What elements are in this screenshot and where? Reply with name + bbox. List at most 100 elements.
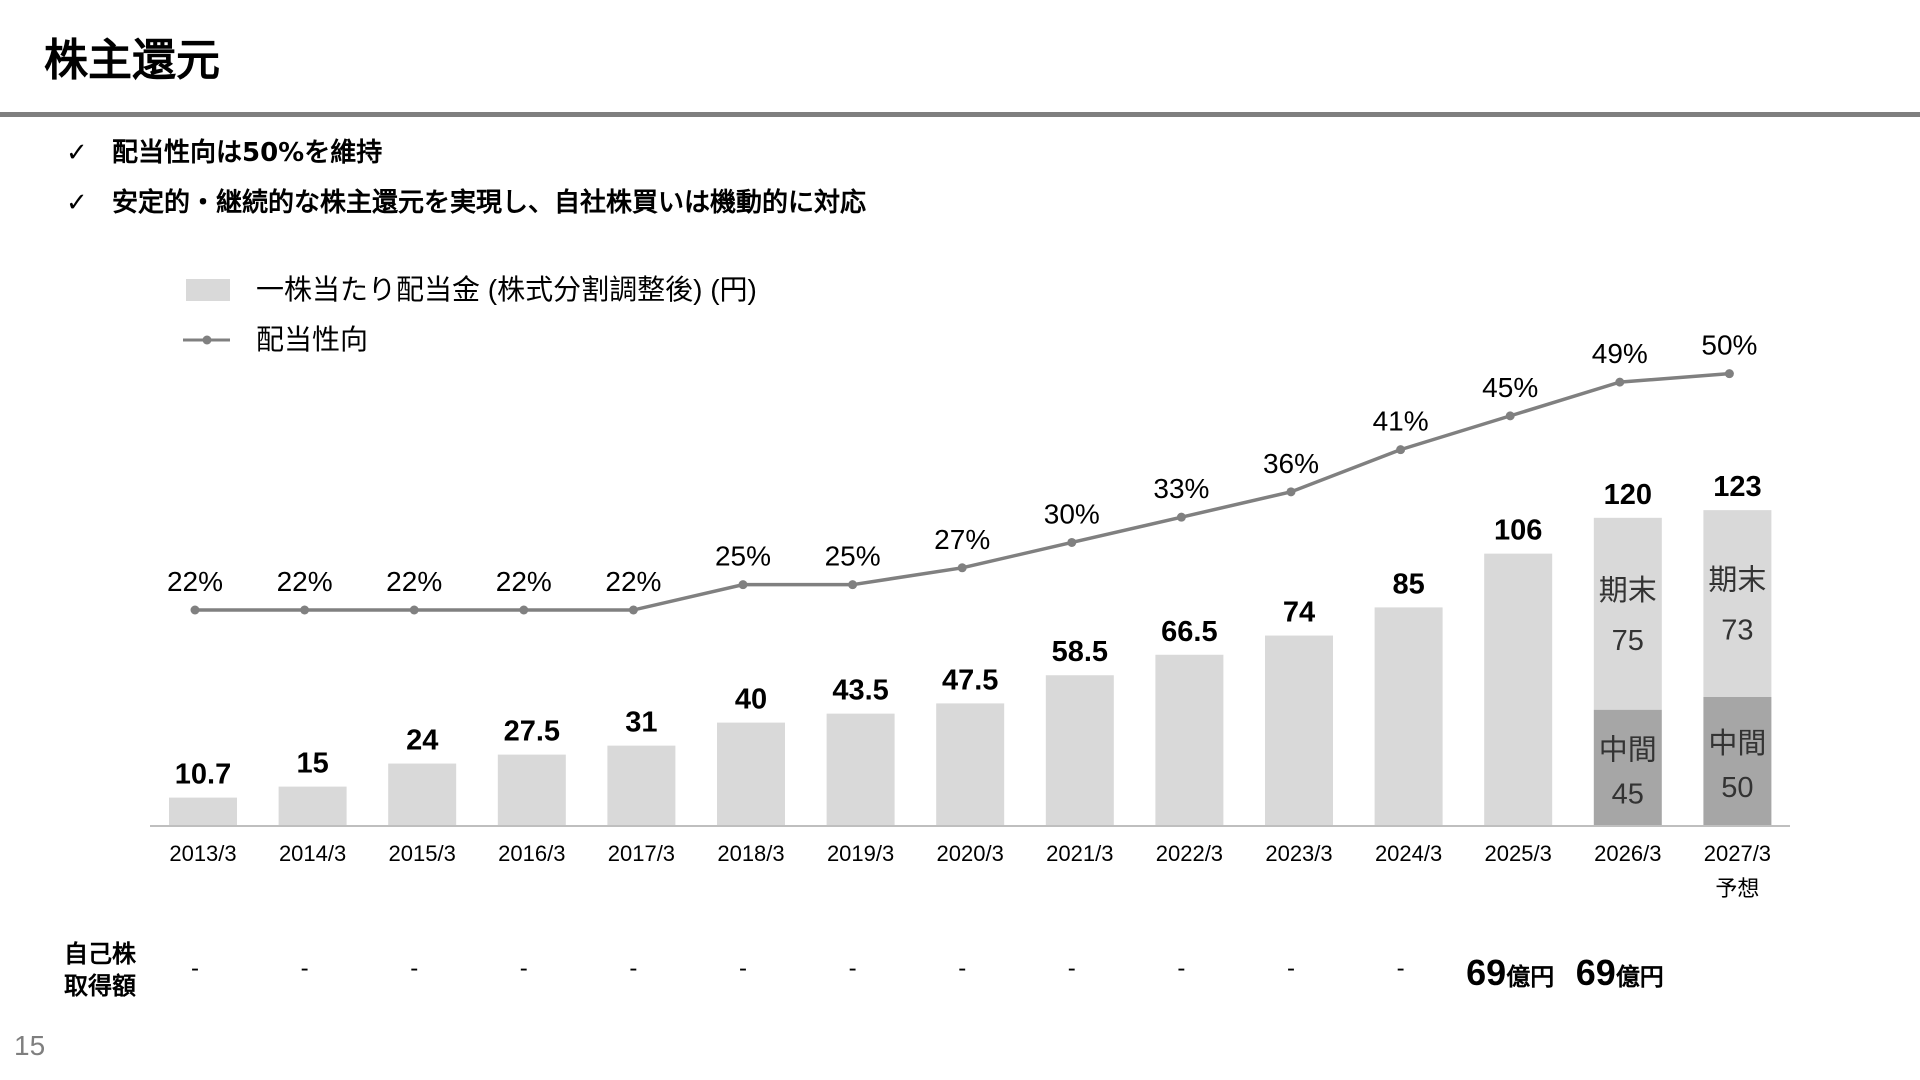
dividend-bar bbox=[497, 754, 566, 825]
x-tick-label: 2018/3 bbox=[717, 841, 784, 866]
dividend-value-label: 24 bbox=[406, 725, 438, 757]
dividend-value-label: 10.7 bbox=[175, 759, 231, 791]
buyback-amount: 69 bbox=[1466, 952, 1507, 993]
buyback-value: - bbox=[739, 955, 747, 982]
x-tick-label: 2014/3 bbox=[279, 841, 346, 866]
bullet-text: 安定的・継続的な株主還元を実現し、自社株買いは機動的に対応 bbox=[112, 188, 867, 218]
dividend-value-label: 31 bbox=[625, 707, 657, 739]
payout-ratio-label: 27% bbox=[934, 524, 990, 555]
x-tick-label: 2026/3 bbox=[1594, 841, 1661, 866]
page-title: 株主還元 bbox=[44, 35, 220, 86]
payout-ratio-point bbox=[738, 580, 748, 590]
dividend-bar bbox=[1045, 675, 1114, 825]
legend-bar-label: 一株当たり配当金 (株式分割調整後) (円) bbox=[256, 274, 757, 305]
payout-ratio-point bbox=[1505, 411, 1515, 421]
bullet-item: ✓ 安定的・継続的な株主還元を実現し、自社株買いは機動的に対応 bbox=[66, 184, 866, 234]
buyback-amount: 69 bbox=[1575, 952, 1616, 993]
dividend-bar-interim bbox=[1703, 697, 1772, 825]
buyback-value: - bbox=[958, 955, 967, 982]
interim-label: 中間 bbox=[1708, 727, 1766, 760]
dividend-bar bbox=[388, 763, 457, 825]
dividend-bar-final bbox=[1593, 517, 1662, 710]
dividend-bar bbox=[607, 745, 676, 825]
payout-ratio-label: 49% bbox=[1592, 338, 1648, 369]
dividend-bar bbox=[936, 703, 1005, 825]
payout-ratio-point bbox=[1286, 487, 1296, 497]
x-tick-label: 2023/3 bbox=[1265, 841, 1332, 866]
dividend-value-label: 120 bbox=[1604, 479, 1652, 511]
dividend-chart: 一株当たり配当金 (株式分割調整後) (円) 配当性向 10.7 2013/3 15 20… bbox=[150, 274, 1790, 901]
dividend-value-label: 40 bbox=[735, 684, 767, 716]
x-tick-note: 予想 bbox=[1715, 876, 1759, 901]
payout-ratio-point bbox=[628, 605, 638, 615]
buyback-label: 自己株 取得額 bbox=[64, 938, 136, 1002]
payout-ratio-label: 45% bbox=[1482, 372, 1538, 403]
dividend-value-label: 43.5 bbox=[832, 675, 888, 707]
payout-ratio-label: 25% bbox=[715, 541, 771, 572]
dividend-value-label: 123 bbox=[1713, 471, 1761, 503]
payout-ratio-label: 22% bbox=[496, 566, 552, 597]
payout-ratio-point bbox=[957, 563, 967, 573]
x-tick-label: 2019/3 bbox=[827, 841, 894, 866]
payout-ratio-point bbox=[1396, 445, 1406, 455]
dividend-value-label: 15 bbox=[296, 748, 328, 780]
payout-ratio-label: 41% bbox=[1373, 406, 1429, 437]
buyback-value: - bbox=[1287, 955, 1295, 982]
x-tick-label: 2025/3 bbox=[1485, 841, 1552, 866]
buyback-value: - bbox=[629, 955, 638, 982]
buyback-value: - bbox=[1067, 955, 1076, 982]
dividend-bar bbox=[1484, 553, 1553, 825]
final-label: 期末 bbox=[1708, 564, 1766, 597]
buyback-value: - bbox=[410, 955, 419, 982]
buyback-unit: 億円 bbox=[1506, 963, 1555, 991]
bullet-item: ✓ 配当性向は50%を維持 bbox=[66, 134, 866, 184]
dividend-bar bbox=[717, 722, 785, 825]
payout-ratio-label: 25% bbox=[825, 541, 881, 572]
x-tick-label: 2027/3 bbox=[1704, 841, 1771, 866]
legend-line-marker bbox=[202, 335, 212, 345]
x-tick-label: 2020/3 bbox=[937, 841, 1004, 866]
buyback-value: - bbox=[191, 955, 199, 982]
legend-line-label: 配当性向 bbox=[256, 324, 368, 355]
final-value-label: 73 bbox=[1721, 615, 1753, 647]
x-tick-label: 2013/3 bbox=[169, 841, 236, 866]
payout-ratio-point bbox=[190, 605, 200, 615]
dividend-bar-interim bbox=[1593, 709, 1662, 825]
dividend-bar-final bbox=[1703, 510, 1772, 697]
x-tick-label: 2024/3 bbox=[1375, 841, 1442, 866]
dividend-value-label: 106 bbox=[1494, 515, 1542, 547]
payout-ratio-label: 22% bbox=[167, 566, 223, 597]
payout-ratio-label: 33% bbox=[1153, 473, 1209, 504]
title-divider bbox=[0, 112, 1920, 117]
dividend-bar bbox=[1155, 654, 1224, 825]
payout-ratio-label: 22% bbox=[386, 566, 442, 597]
buyback-unit: 億円 bbox=[1615, 963, 1664, 991]
payout-ratio-point bbox=[1724, 369, 1734, 379]
dividend-value-label: 74 bbox=[1283, 597, 1315, 629]
buyback-label-line2: 取得額 bbox=[64, 972, 136, 1000]
buyback-value: 69億円 bbox=[1565, 952, 1675, 994]
final-label: 期末 bbox=[1599, 574, 1657, 607]
payout-ratio-point bbox=[300, 605, 310, 615]
interim-value-label: 45 bbox=[1612, 778, 1644, 810]
dividend-bar bbox=[826, 713, 895, 825]
bullet-text: 配当性向は50%を維持 bbox=[112, 138, 383, 168]
payout-ratio-label: 22% bbox=[277, 566, 333, 597]
page-number: 15 bbox=[14, 1030, 46, 1061]
final-value-label: 75 bbox=[1612, 625, 1644, 657]
x-tick-label: 2022/3 bbox=[1156, 841, 1223, 866]
dividend-bar bbox=[1265, 635, 1333, 825]
payout-ratio-point bbox=[1615, 377, 1625, 387]
payout-ratio-point bbox=[409, 605, 419, 615]
dividend-value-label: 85 bbox=[1392, 568, 1424, 600]
buyback-value: 69億円 bbox=[1455, 952, 1565, 994]
interim-value-label: 50 bbox=[1721, 772, 1753, 804]
payout-ratio-label: 50% bbox=[1701, 330, 1757, 361]
dividend-value-label: 58.5 bbox=[1052, 636, 1108, 668]
payout-ratio-label: 22% bbox=[605, 566, 661, 597]
interim-label: 中間 bbox=[1599, 733, 1657, 766]
dividend-bar bbox=[169, 797, 237, 825]
payout-ratio-point bbox=[519, 605, 529, 615]
buyback-value: - bbox=[1396, 955, 1405, 982]
x-tick-label: 2015/3 bbox=[389, 841, 456, 866]
